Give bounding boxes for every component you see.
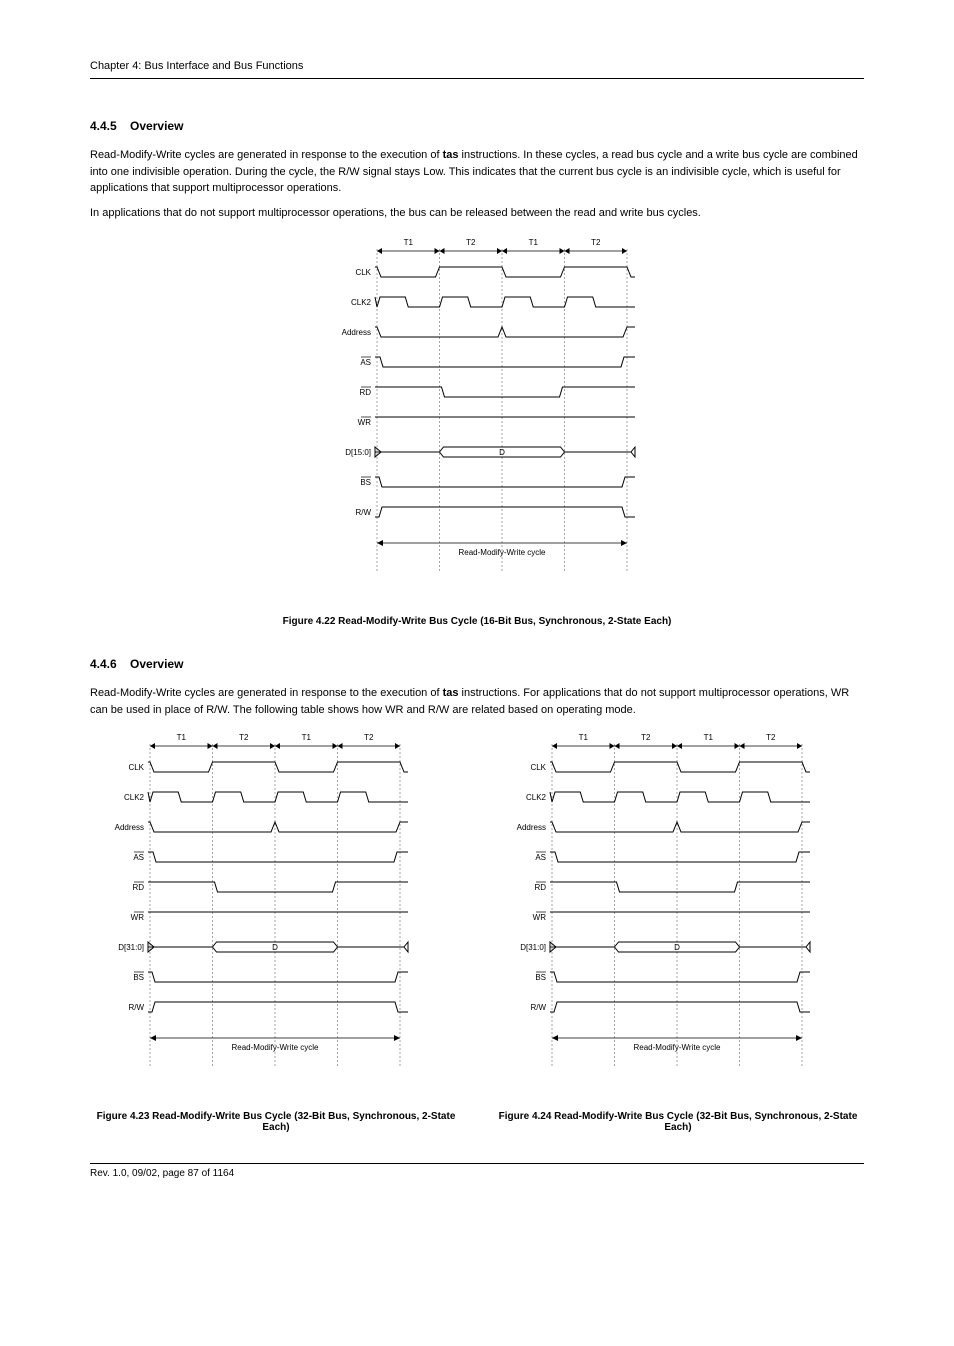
svg-text:CLK: CLK: [530, 763, 546, 772]
figure-1: T1 T2 T1 T2 CLK CLK2 Address AS RD WR D[15:0] D BS R/…: [90, 231, 864, 627]
svg-text:Address: Address: [342, 328, 371, 337]
chapter-header: Chapter 4: Bus Interface and Bus Functio…: [90, 60, 864, 72]
svg-text:T1: T1: [529, 238, 539, 247]
page-footer: Rev. 1.0, 09/02, page 87 of 1164: [90, 1168, 864, 1179]
sec1-para1: Read-Modify-Write cycles are generated i…: [90, 147, 864, 197]
svg-text:D: D: [499, 448, 505, 457]
svg-text:RD: RD: [534, 883, 546, 892]
sec2-num: 4.4.6: [90, 657, 117, 671]
svg-text:AS: AS: [535, 853, 546, 862]
svg-text:CLK2: CLK2: [124, 793, 145, 802]
fig3-caption: Figure 4.24 Read-Modify-Write Bus Cycle …: [492, 1111, 864, 1133]
svg-text:WR: WR: [358, 418, 372, 427]
svg-text:Read-Modify-Write cycle: Read-Modify-Write cycle: [634, 1043, 722, 1052]
sec1-para2: In applications that do not support mult…: [90, 205, 864, 222]
svg-text:T1: T1: [404, 238, 414, 247]
svg-text:R/W: R/W: [355, 508, 371, 517]
svg-text:WR: WR: [131, 913, 145, 922]
svg-text:D[31:0]: D[31:0]: [520, 943, 546, 952]
svg-text:T1: T1: [302, 733, 312, 742]
svg-text:T2: T2: [239, 733, 249, 742]
section-1-title: 4.4.5 Overview: [90, 119, 864, 133]
svg-text:RD: RD: [132, 883, 144, 892]
svg-text:D[31:0]: D[31:0]: [118, 943, 144, 952]
svg-text:BS: BS: [133, 973, 144, 982]
figure-2: T1 T2 T1 T2 CLK CLK2 Address AS RD WR D[31:0] D BS R/…: [90, 726, 462, 1133]
figure-row: T1 T2 T1 T2 CLK CLK2 Address AS RD WR D[31:0] D BS R/…: [90, 726, 864, 1133]
svg-text:R/W: R/W: [530, 1003, 546, 1012]
svg-text:T2: T2: [466, 238, 476, 247]
sec1-head: Overview: [130, 119, 183, 133]
svg-text:T2: T2: [591, 238, 601, 247]
svg-text:Address: Address: [115, 823, 144, 832]
sec2-head: Overview: [130, 657, 183, 671]
svg-text:RD: RD: [359, 388, 371, 397]
bottom-rule: [90, 1163, 864, 1164]
fig2-caption: Figure 4.23 Read-Modify-Write Bus Cycle …: [90, 1111, 462, 1133]
figure-3: T1 T2 T1 T2 CLK CLK2 Address AS RD WR D[31:0] D BS R/…: [492, 726, 864, 1133]
svg-text:WR: WR: [533, 913, 547, 922]
svg-text:D: D: [272, 943, 278, 952]
svg-text:CLK2: CLK2: [351, 298, 372, 307]
svg-text:CLK: CLK: [355, 268, 371, 277]
svg-text:R/W: R/W: [128, 1003, 144, 1012]
top-rule: [90, 78, 864, 79]
svg-text:D[15:0]: D[15:0]: [345, 448, 371, 457]
fig1-caption: Figure 4.22 Read-Modify-Write Bus Cycle …: [283, 616, 672, 627]
sec2-para1: Read-Modify-Write cycles are generated i…: [90, 685, 864, 718]
svg-text:T1: T1: [704, 733, 714, 742]
sec1-num: 4.4.5: [90, 119, 117, 133]
svg-text:T2: T2: [641, 733, 651, 742]
svg-text:CLK: CLK: [128, 763, 144, 772]
svg-text:T2: T2: [364, 733, 374, 742]
svg-text:T2: T2: [766, 733, 776, 742]
svg-text:Address: Address: [517, 823, 546, 832]
svg-text:CLK2: CLK2: [526, 793, 547, 802]
svg-text:BS: BS: [360, 478, 371, 487]
svg-text:Read-Modify-Write cycle: Read-Modify-Write cycle: [232, 1043, 320, 1052]
footer-left: Rev. 1.0, 09/02, page 87 of 1164: [90, 1168, 234, 1179]
svg-text:Read-Modify-Write cycle: Read-Modify-Write cycle: [459, 548, 547, 557]
svg-text:BS: BS: [535, 973, 546, 982]
svg-text:T1: T1: [579, 733, 589, 742]
svg-text:D: D: [674, 943, 680, 952]
svg-text:AS: AS: [360, 358, 371, 367]
section-2-title: 4.4.6 Overview: [90, 657, 864, 671]
svg-text:T1: T1: [177, 733, 187, 742]
svg-text:AS: AS: [133, 853, 144, 862]
